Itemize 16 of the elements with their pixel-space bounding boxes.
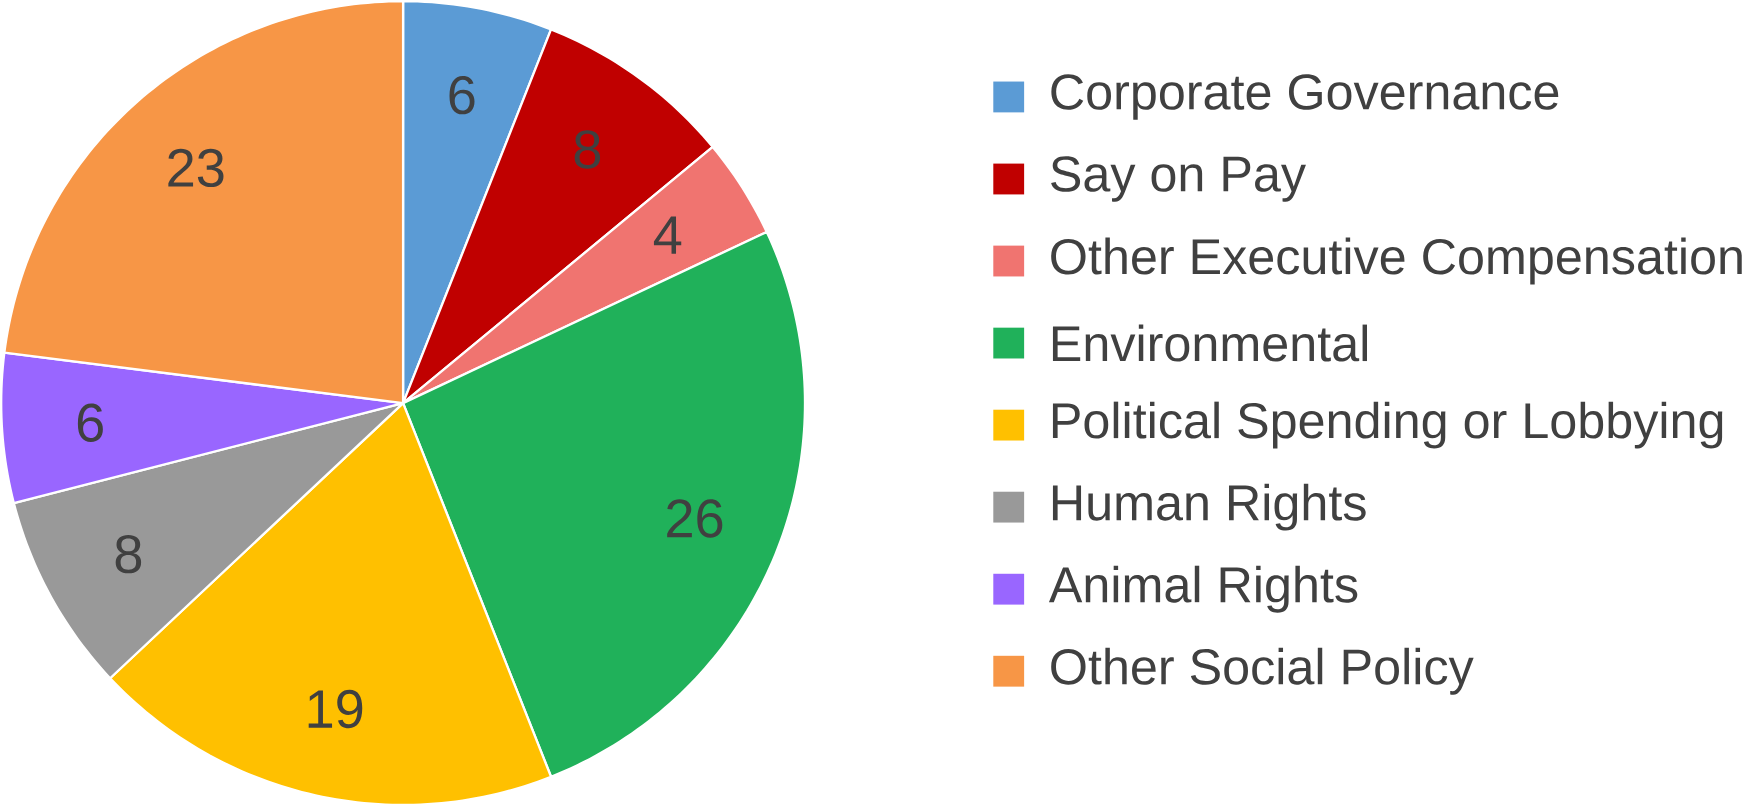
legend-label: Other Executive Compensation — [1051, 237, 1742, 285]
data-label: 6 — [77, 403, 103, 442]
data-label: 6 — [449, 75, 475, 115]
legend-label: Environmental — [1052, 324, 1368, 362]
data-label: 8 — [574, 130, 601, 169]
legend-label: Corporate Governance — [1051, 74, 1559, 120]
legend-label: Other Social Policy — [1051, 647, 1474, 695]
data-label: 26 — [667, 499, 723, 538]
data-label: 8 — [115, 534, 142, 574]
data-label: 19 — [308, 689, 363, 729]
legend-label: Animal Rights — [1048, 565, 1358, 613]
data-label: 4 — [653, 216, 682, 254]
data-label: 23 — [168, 148, 224, 188]
legend-label: Human Rights — [1052, 483, 1366, 531]
legend-label: Say on Pay — [1051, 156, 1306, 202]
legend-label: Political Spending or Lobbying — [1052, 401, 1723, 449]
